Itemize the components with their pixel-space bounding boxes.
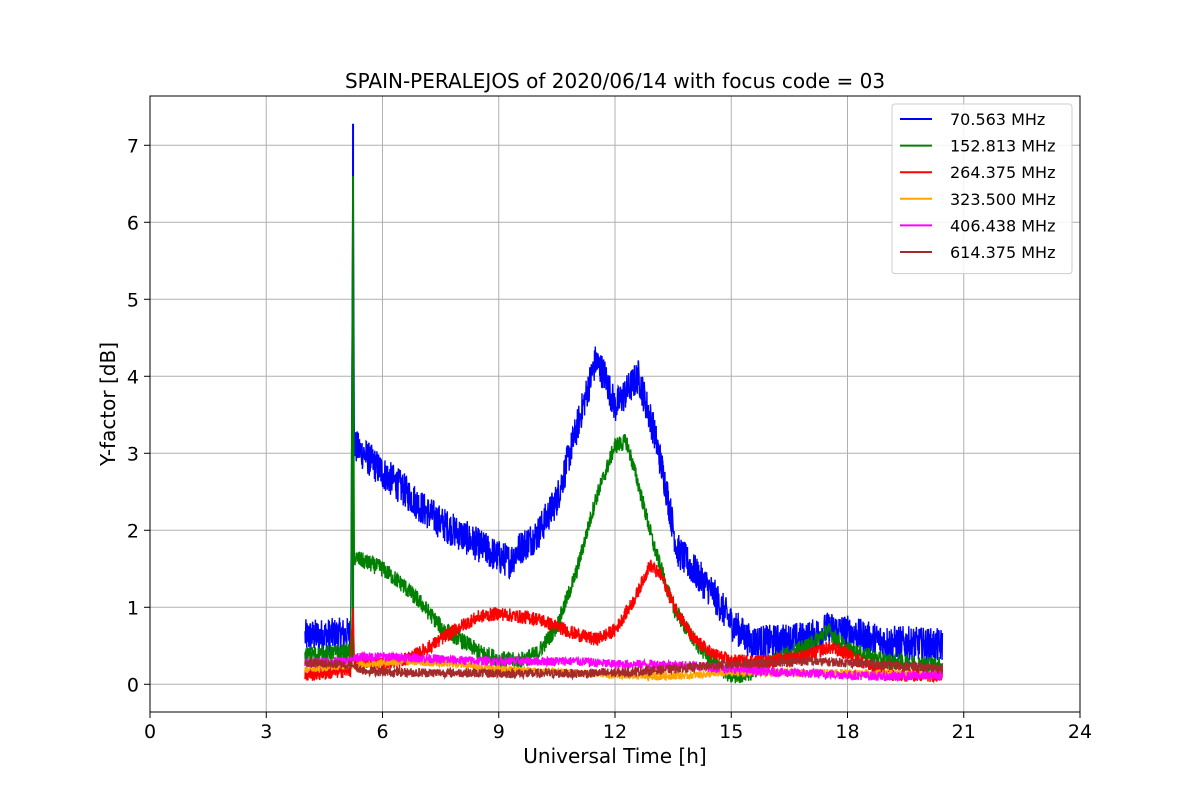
x-axis-label: Universal Time [h] <box>523 744 706 768</box>
plot-series <box>304 123 944 684</box>
x-tick-label: 9 <box>493 721 505 743</box>
x-tick-label: 21 <box>952 721 976 743</box>
legend-label: 264.375 MHz <box>950 163 1055 182</box>
y-tick-label: 6 <box>127 212 139 234</box>
x-tick-label: 0 <box>144 721 156 743</box>
series-line <box>304 650 944 683</box>
series-line <box>304 655 944 681</box>
legend-box <box>891 103 1073 275</box>
y-tick-label: 7 <box>127 135 139 157</box>
x-tick-label: 18 <box>835 721 859 743</box>
legend-label: 406.438 MHz <box>950 216 1055 235</box>
y-tick-label: 3 <box>127 443 139 465</box>
legend-label: 152.813 MHz <box>950 137 1055 156</box>
y-tick-label: 1 <box>127 597 139 619</box>
y-tick-label: 5 <box>127 289 139 311</box>
x-tick-label: 12 <box>603 721 627 743</box>
x-tick-label: 15 <box>719 721 743 743</box>
legend-label: 614.375 MHz <box>950 243 1055 262</box>
legend-label: 323.500 MHz <box>950 190 1055 209</box>
x-tick-label: 24 <box>1068 721 1092 743</box>
x-tick-label: 6 <box>376 721 388 743</box>
y-tick-label: 4 <box>127 366 139 388</box>
y-tick-label: 2 <box>127 520 139 542</box>
chart-title: SPAIN-PERALEJOS of 2020/06/14 with focus… <box>345 69 885 93</box>
legend: 70.563 MHz 152.813 MHz 264.375 MHz 323.500 … <box>891 103 1073 275</box>
y-tick-label: 0 <box>127 674 139 696</box>
series-line <box>304 191 944 684</box>
x-tick-label: 3 <box>260 721 272 743</box>
y-axis-label: Y-factor [dB] <box>96 342 120 467</box>
legend-label: 70.563 MHz <box>950 110 1045 129</box>
series-line <box>304 559 944 684</box>
